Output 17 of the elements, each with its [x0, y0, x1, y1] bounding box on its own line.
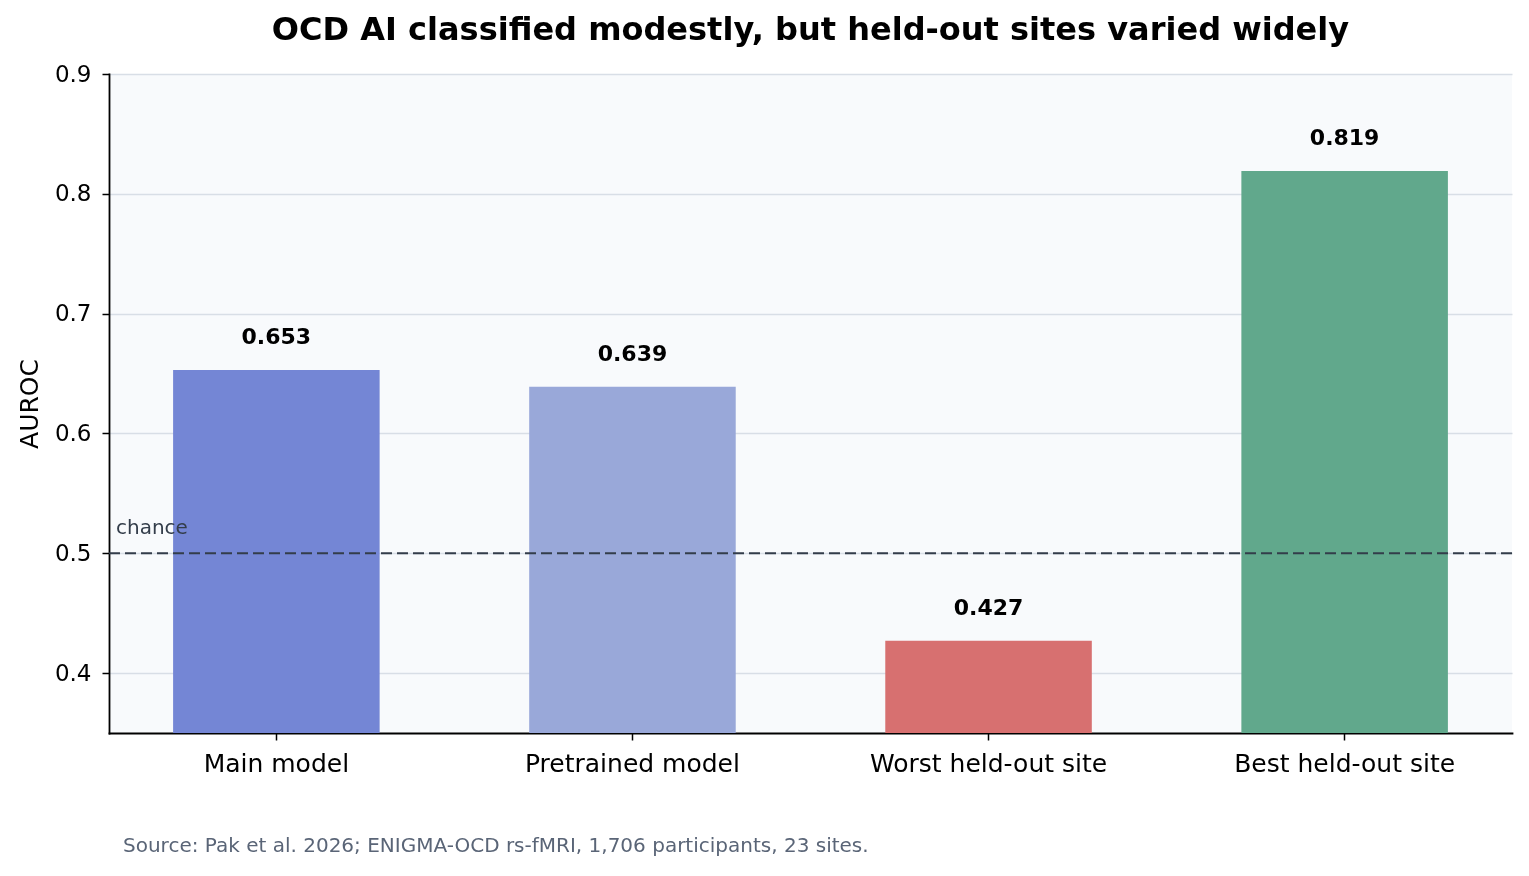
x-tick-label: Worst held-out site: [869, 748, 1108, 778]
data-label: 0.653: [241, 323, 312, 349]
y-tick-label: 0.6: [54, 419, 92, 446]
data-label: 0.427: [953, 594, 1024, 620]
data-label: 0.819: [1309, 125, 1380, 151]
x-tick-label: Main model: [203, 748, 350, 778]
y-tick-label: 0.7: [54, 300, 92, 327]
y-tick-label: 0.5: [54, 539, 92, 566]
x-tick-label: Pretrained model: [524, 748, 740, 778]
y-axis-title: AUROC: [14, 359, 44, 449]
source-note: Source: Pak et al. 2026; ENIGMA-OCD rs-fMRI, 1,706 participants, 23 sites.: [123, 833, 869, 857]
chart-title: OCD AI classified modestly, but held-out sites varied widely: [271, 10, 1350, 48]
y-tick-label: 0.9: [54, 60, 92, 87]
data-label: 0.639: [597, 340, 668, 366]
y-tick-label: 0.8: [54, 180, 92, 207]
x-tick-label: Best held-out site: [1234, 748, 1456, 778]
y-tick-label: 0.4: [54, 659, 92, 686]
